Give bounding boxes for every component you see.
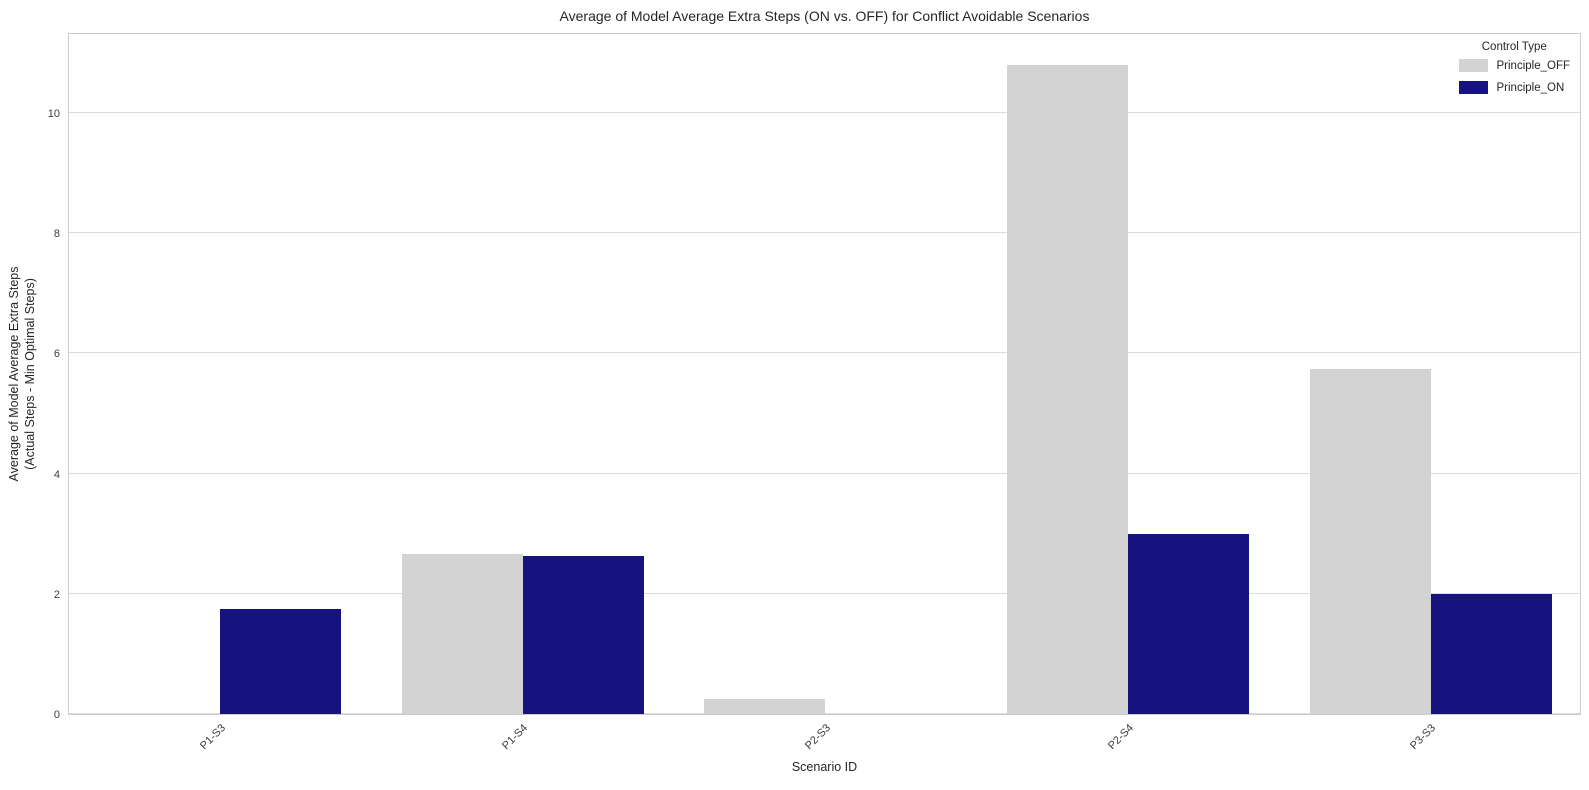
gridline-y-8: [69, 232, 1580, 234]
legend-swatch-Principle_OFF: [1458, 59, 1488, 72]
plot-area: Control Type Principle_OFF Principle_ON: [68, 33, 1581, 715]
chart-title: Average of Model Average Extra Steps (ON…: [559, 8, 1090, 24]
ytick-label-2: 2: [53, 588, 60, 601]
xtick-label-P3-S3: P3-S3: [1408, 722, 1439, 753]
legend-item-Principle_ON: Principle_ON: [1458, 81, 1571, 94]
x-axis-label: Scenario ID: [791, 760, 858, 774]
bar-P1-S3-Principle_ON: [220, 608, 342, 714]
ytick-label-10: 10: [47, 108, 60, 121]
bar-P1-S4-Principle_ON: [522, 555, 644, 714]
xtick-label-P2-S3: P2-S3: [802, 722, 833, 753]
ytick-label-4: 4: [53, 468, 60, 481]
xtick-label-P2-S4: P2-S4: [1105, 722, 1136, 753]
y-axis-label: Average of Model Average Extra Steps (Ac…: [6, 267, 38, 482]
bar-P2-S3-Principle_OFF: [704, 698, 826, 714]
legend: Control Type Principle_OFF Principle_ON: [1458, 41, 1571, 103]
xtick-label-P1-S4: P1-S4: [500, 722, 531, 753]
bar-P3-S3-Principle_ON: [1430, 593, 1552, 714]
legend-items: Principle_OFF Principle_ON: [1458, 59, 1571, 94]
xtick-label-P1-S3: P1-S3: [197, 722, 228, 753]
ytick-label-0: 0: [53, 709, 60, 721]
bar-P2-S4-Principle_OFF: [1007, 65, 1129, 714]
gridline-y-4: [69, 472, 1580, 474]
gridline-y-6: [69, 352, 1580, 354]
legend-swatch-Principle_ON: [1458, 81, 1488, 94]
bar-P1-S4-Principle_OFF: [401, 553, 523, 714]
y-axis-label-line1: Average of Model Average Extra Steps: [7, 266, 21, 482]
legend-label-Principle_OFF: Principle_OFF: [1496, 59, 1571, 72]
bar-P2-S4-Principle_ON: [1128, 533, 1250, 714]
gridline-y-10: [69, 112, 1580, 114]
gridline-y-2: [69, 592, 1580, 594]
ytick-label-8: 8: [53, 228, 60, 241]
y-axis-label-line2: (Actual Steps - Min Optimal Steps): [23, 278, 37, 470]
legend-title: Control Type: [1481, 41, 1547, 53]
bar-P3-S3-Principle_OFF: [1309, 368, 1431, 714]
ytick-label-6: 6: [53, 348, 60, 361]
legend-label-Principle_ON: Principle_ON: [1496, 81, 1565, 94]
legend-item-Principle_OFF: Principle_OFF: [1458, 59, 1571, 72]
